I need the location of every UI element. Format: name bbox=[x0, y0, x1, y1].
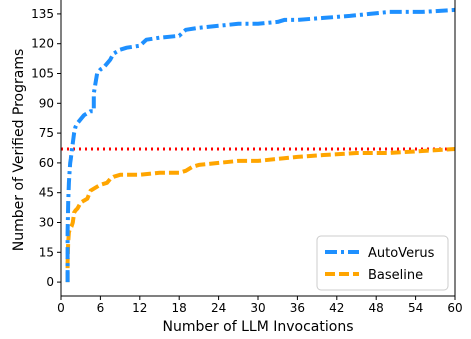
series-line-autoverus bbox=[65, 7, 456, 283]
x-tick-label: 0 bbox=[57, 301, 65, 315]
y-axis-title: Number of Verified Programs bbox=[11, 49, 27, 252]
x-tick-label: 12 bbox=[132, 301, 147, 315]
x-tick-label: 48 bbox=[369, 301, 384, 315]
series-line-baseline bbox=[65, 147, 456, 283]
x-axis-ticks: 0 6 12 18 24 30 36 42 48 54 60 bbox=[57, 296, 463, 315]
x-tick-label: 6 bbox=[97, 301, 105, 315]
x-tick-label: 54 bbox=[408, 301, 423, 315]
y-tick-label: 135 bbox=[31, 7, 54, 21]
y-tick-label: 120 bbox=[31, 37, 54, 51]
legend-label-autoverus: AutoVerus bbox=[368, 246, 435, 261]
y-tick-label: 105 bbox=[31, 67, 54, 81]
y-tick-label: 75 bbox=[39, 126, 54, 140]
x-tick-label: 36 bbox=[290, 301, 305, 315]
y-tick-label: 90 bbox=[39, 96, 54, 110]
y-tick-label: 15 bbox=[39, 245, 54, 259]
legend-label-baseline: Baseline bbox=[368, 268, 423, 283]
x-tick-label: 24 bbox=[211, 301, 226, 315]
y-tick-label: 30 bbox=[39, 215, 54, 229]
x-axis-title: Number of LLM Invocations bbox=[162, 319, 353, 335]
y-tick-label: 60 bbox=[39, 156, 54, 170]
legend: AutoVerus Baseline bbox=[316, 235, 449, 291]
series-layer bbox=[65, 7, 456, 283]
x-tick-label: 30 bbox=[250, 301, 265, 315]
x-tick-label: 60 bbox=[447, 301, 462, 315]
y-tick-label: 45 bbox=[39, 186, 54, 200]
y-axis-ticks: 0 15 30 45 60 75 90 105 120 135 bbox=[31, 7, 61, 289]
legend-box bbox=[316, 235, 449, 291]
y-tick-label: 0 bbox=[46, 275, 54, 289]
x-tick-label: 18 bbox=[172, 301, 187, 315]
x-tick-label: 42 bbox=[329, 301, 344, 315]
